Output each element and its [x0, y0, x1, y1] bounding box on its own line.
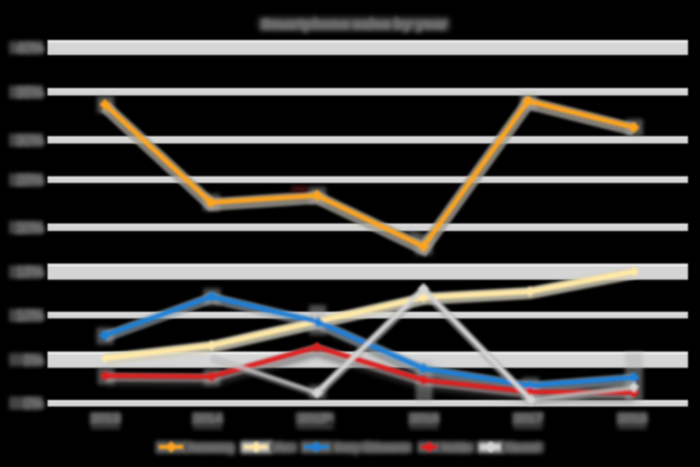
svg-text:2017: 2017 [514, 411, 543, 426]
svg-text:2016: 2016 [410, 411, 439, 426]
svg-text:2014: 2014 [193, 411, 222, 426]
svg-text:40%: 40% [16, 40, 44, 56]
svg-text:5%: 5% [24, 352, 44, 368]
svg-text:20%: 20% [16, 219, 44, 235]
svg-text:Vivo: Vivo [271, 441, 294, 455]
svg-text:Xiaomi: Xiaomi [503, 441, 540, 455]
svg-text:Nokia: Nokia [440, 441, 471, 455]
svg-text:30%: 30% [16, 132, 44, 148]
svg-text:15%: 15% [16, 264, 44, 280]
svg-text:Smartphone sales by year: Smartphone sales by year [261, 16, 447, 33]
svg-text:2013: 2013 [91, 411, 120, 426]
svg-text:0%: 0% [24, 395, 44, 411]
svg-text:10%: 10% [16, 307, 44, 323]
svg-text:Sony Ericsson: Sony Ericsson [333, 441, 410, 455]
svg-text:2018: 2018 [618, 411, 647, 426]
svg-text:35%: 35% [16, 84, 44, 100]
svg-text:Samsung: Samsung [186, 443, 235, 455]
svg-text:25%: 25% [16, 172, 44, 188]
svg-text:2015*: 2015* [298, 411, 332, 426]
